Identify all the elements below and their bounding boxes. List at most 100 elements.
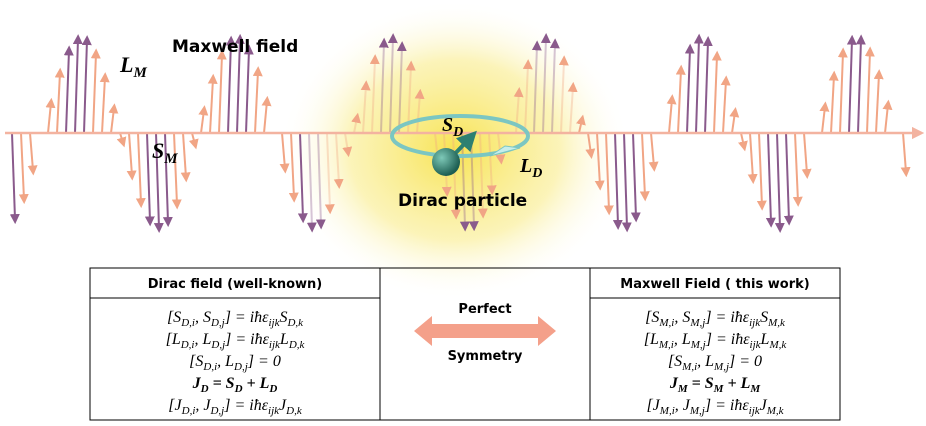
field-arrow: [324, 132, 335, 215]
field-arrow: [162, 132, 173, 228]
field-arrow: [369, 54, 380, 134]
field-arrow: [738, 132, 748, 152]
field-arrow: [99, 72, 110, 134]
subscript: ijk: [268, 405, 280, 417]
perfect: Perfect: [458, 302, 511, 317]
field-arrow: [342, 132, 353, 158]
field-arrow: [684, 43, 695, 134]
field-arrow: [837, 47, 848, 134]
field-arrow: [279, 132, 290, 174]
text: ] = iħε: [224, 309, 269, 326]
subscript: D,j: [233, 361, 248, 373]
text: [S: [645, 309, 659, 326]
field-arrow: [612, 132, 623, 230]
field-arrow: [639, 132, 650, 202]
subscript: M,i: [658, 339, 674, 351]
field-arrow: [522, 59, 533, 134]
field-arrow: [396, 41, 407, 134]
field-arrow: [693, 33, 704, 134]
dirac-label: Dirac particle: [398, 191, 527, 211]
text: [S: [167, 309, 181, 326]
field-arrow: [72, 34, 83, 134]
field-arrow: [378, 37, 389, 134]
subscript: M,k: [768, 339, 787, 351]
field-arrow: [252, 66, 263, 134]
field-arrow: [567, 81, 578, 134]
subscript: M: [677, 383, 689, 395]
text: J: [279, 397, 287, 414]
field-arrow: [116, 132, 127, 148]
equation: [JM,i, JM,j] = iħεijkJM,k: [646, 397, 784, 417]
field-arrow: [729, 107, 740, 134]
text: ] = iħε: [705, 331, 750, 348]
text: , J: [195, 397, 211, 414]
text: [J: [168, 397, 182, 414]
field-arrow: [477, 132, 488, 219]
subscript: D,i: [180, 339, 195, 351]
field-arrow: [630, 132, 641, 223]
field-arrow: [495, 132, 506, 165]
subscript: D,k: [285, 405, 303, 417]
field-arrow: [63, 45, 74, 134]
text: J: [669, 375, 679, 392]
text: [S: [189, 353, 203, 370]
glow: [280, 0, 630, 300]
text: , L: [674, 331, 691, 348]
text: [J: [646, 397, 660, 414]
subscript: ijk: [749, 405, 761, 417]
subscript: ijk: [749, 317, 761, 329]
subscript: M,k: [766, 405, 785, 417]
field-arrow: [756, 132, 767, 211]
field-arrow: [315, 132, 326, 230]
field-arrow: [531, 40, 542, 134]
subscript: ijk: [268, 317, 280, 329]
field-arrow: [297, 132, 308, 224]
field-arrow: [702, 36, 713, 134]
subscript: M,i: [681, 361, 697, 373]
field-arrow: [774, 132, 785, 233]
field-arrow: [9, 132, 20, 225]
subscript: D,j: [210, 339, 225, 351]
field-arrow: [18, 132, 29, 205]
field-arrow: [540, 33, 551, 134]
field-arrow: [900, 132, 911, 178]
field-arrow: [351, 112, 361, 134]
field-arrow: [855, 34, 866, 134]
text: , S: [195, 309, 211, 326]
maxwell-label: Maxwell field: [172, 37, 298, 57]
field-arrow: [81, 35, 92, 134]
field-arrow: [792, 132, 803, 207]
text: + L: [723, 375, 750, 392]
sub: D: [531, 166, 542, 181]
subscript: D,k: [288, 339, 306, 351]
text: ] = 0: [728, 353, 762, 370]
field-arrow: [171, 132, 182, 210]
equation: [JD,i, JD,j] = iħεijkJD,k: [168, 397, 303, 417]
field-arrow: [135, 132, 146, 209]
field-arrow: [90, 48, 101, 134]
field-arrow: [783, 132, 794, 226]
field-arrow: [765, 132, 776, 228]
text: [L: [166, 331, 181, 348]
field-arrow: [873, 69, 884, 134]
subscript: M,i: [659, 405, 675, 417]
field-arrow: [846, 34, 857, 134]
subscript: D,j: [209, 405, 224, 417]
field-arrow: [126, 132, 137, 181]
field-arrow: [576, 114, 586, 134]
field-arrow: [360, 80, 371, 134]
base: S: [152, 138, 164, 163]
text: ] = iħε: [704, 397, 749, 414]
field-arrow: [675, 64, 686, 134]
text: J: [760, 397, 768, 414]
subscript: M,i: [658, 317, 674, 329]
subscript: M: [713, 383, 725, 395]
text: L: [279, 331, 289, 348]
field-arrow: [558, 55, 569, 134]
field-arrow: [144, 132, 155, 227]
right-header: Maxwell Field ( this work): [620, 277, 809, 292]
field-arrow: [720, 75, 731, 134]
subscript: D: [268, 383, 277, 395]
subscript: ijk: [269, 339, 281, 351]
